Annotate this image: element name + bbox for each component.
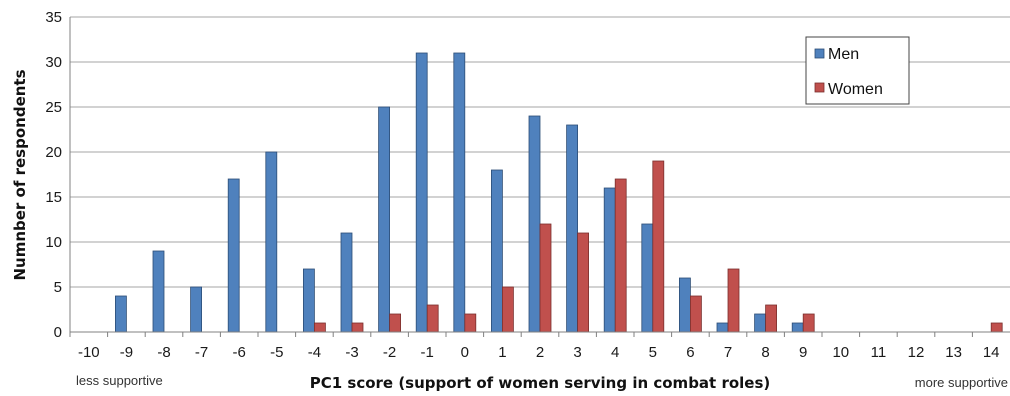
x-axis-title: PC1 score (support of women serving in c… <box>310 374 771 392</box>
x-tick-label: 5 <box>649 344 657 361</box>
axes <box>69 17 1010 337</box>
bar-men-7 <box>716 322 729 333</box>
x-tick-label: 10 <box>832 344 849 361</box>
x-tick-label: 11 <box>871 344 887 361</box>
bar-men-2 <box>528 115 541 333</box>
y-tick-label: 5 <box>54 279 62 296</box>
x-tick-label: 6 <box>686 344 694 361</box>
x-tick-label: -4 <box>308 344 321 361</box>
bar-men--3 <box>340 232 353 333</box>
y-tick-label: 35 <box>45 9 62 26</box>
less-supportive-note: less supportive <box>76 373 163 388</box>
bar-women-14 <box>990 322 1003 333</box>
legend-swatch-women <box>814 82 825 93</box>
x-tick-label: 13 <box>945 344 962 361</box>
legend-label-men: Men <box>828 46 859 63</box>
y-axis-title: Numnber of respondents <box>11 69 29 280</box>
bar-women-4 <box>614 178 627 333</box>
bar-men--9 <box>115 295 127 333</box>
bar-men--1 <box>415 52 428 333</box>
x-tick-label: 9 <box>799 344 807 361</box>
bar-men--5 <box>265 151 278 333</box>
x-tick-label: -2 <box>383 344 396 361</box>
bar-women-6 <box>690 295 702 333</box>
bar-men--8 <box>152 250 165 333</box>
x-tick-label: -1 <box>421 344 434 361</box>
x-tick-label: -3 <box>345 344 358 361</box>
bar-women--4 <box>313 322 326 333</box>
x-tick-label: -6 <box>233 344 246 361</box>
bar-men-5 <box>641 223 654 333</box>
bar-women-3 <box>577 232 589 333</box>
x-tick-label: 3 <box>573 344 581 361</box>
bar-men--2 <box>378 106 391 333</box>
y-tick-label: 25 <box>45 99 62 116</box>
x-tick-label: 0 <box>461 344 469 361</box>
bar-women--2 <box>389 313 402 333</box>
bar-women-0 <box>464 313 477 333</box>
bar-women--1 <box>426 304 439 333</box>
bar-men--6 <box>227 178 240 333</box>
y-tick-labels: 0 5 10 15 20 25 30 35 <box>45 9 62 341</box>
x-tick-label: 14 <box>983 344 1000 361</box>
legend-box <box>805 36 910 105</box>
legend-swatch-men <box>814 48 825 59</box>
bar-men--4 <box>302 268 315 333</box>
x-tick-label: -8 <box>157 344 170 361</box>
bar-men-9 <box>791 322 804 333</box>
x-tick-label: -10 <box>78 344 100 361</box>
y-tick-label: 0 <box>54 324 62 341</box>
legend-label-women: Women <box>828 81 883 98</box>
x-tick-label: 1 <box>498 344 506 361</box>
bar-men-8 <box>754 313 766 333</box>
legend: Men Women <box>805 36 910 105</box>
bar-women-8 <box>765 304 777 333</box>
x-tick-label: -5 <box>270 344 283 361</box>
bar-women--3 <box>351 322 364 333</box>
x-tick-label: 8 <box>761 344 769 361</box>
x-tick-label: -9 <box>120 344 133 361</box>
bar-men--7 <box>190 286 203 333</box>
bar-women-5 <box>652 160 665 333</box>
x-tick-label: -7 <box>195 344 208 361</box>
x-tick-label: 4 <box>611 344 619 361</box>
x-tick-labels: -10 -9 -8 -7 -6 -5 -4 -3 -2 -1 0 1 2 3 4 5 6 7 8 9 10 11 12 13 1… <box>78 344 1000 361</box>
bar-women-1 <box>501 286 514 333</box>
bar-women-7 <box>727 268 740 333</box>
bar-men-4 <box>603 187 616 333</box>
bar-men-6 <box>679 277 691 333</box>
bar-men-1 <box>490 169 503 333</box>
bar-men-3 <box>566 124 578 333</box>
y-tick-label: 20 <box>45 144 62 161</box>
y-tick-label: 15 <box>45 189 62 206</box>
y-tick-label: 30 <box>45 54 62 71</box>
more-supportive-note: more supportive <box>915 375 1008 390</box>
bar-women-9 <box>802 313 815 333</box>
x-tick-label: 7 <box>724 344 732 361</box>
bars <box>115 52 1003 333</box>
bar-women-2 <box>539 223 552 333</box>
bar-men-0 <box>453 52 466 333</box>
x-tick-label: 2 <box>536 344 544 361</box>
x-tick-label: 12 <box>908 344 925 361</box>
y-tick-label: 10 <box>45 234 62 251</box>
